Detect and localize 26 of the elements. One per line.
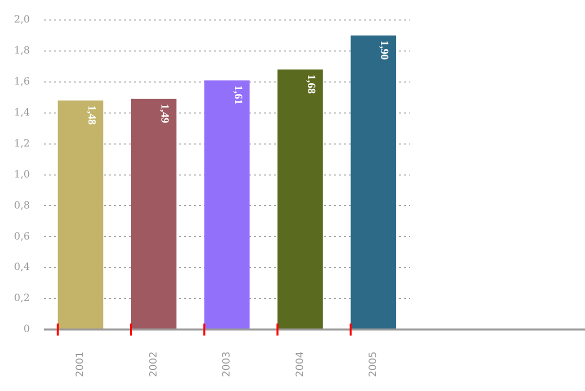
x-tick-label: 2001 xyxy=(75,352,86,378)
y-tick-label: 1,6 xyxy=(14,76,30,88)
data-label: 1,61 xyxy=(232,85,244,105)
y-tick-label: 0,6 xyxy=(14,231,30,242)
bar xyxy=(350,35,396,330)
y-tick-label: 2,0 xyxy=(14,14,30,26)
y-tick-label: 0,8 xyxy=(14,200,30,212)
data-label: 1,90 xyxy=(378,40,390,60)
bar xyxy=(58,100,104,330)
y-tick-label: 1,4 xyxy=(14,107,30,118)
bar xyxy=(131,98,176,330)
bar xyxy=(277,70,323,330)
y-tick-label: 1,8 xyxy=(14,46,30,57)
data-label: 1,48 xyxy=(85,105,98,126)
bar xyxy=(204,80,250,330)
y-tick-label: 0,2 xyxy=(14,293,30,304)
x-tick-label: 2002 xyxy=(148,352,160,378)
x-tick-label: 2004 xyxy=(294,352,306,378)
y-tick-label: 1,2 xyxy=(14,138,30,150)
y-tick-label: 1,0 xyxy=(14,169,30,180)
data-label: 1,68 xyxy=(305,74,318,94)
y-tick-label: 0 xyxy=(24,324,30,336)
y-tick-label: 0,4 xyxy=(14,262,30,274)
data-label: 1,49 xyxy=(158,104,171,124)
x-tick-label: 2003 xyxy=(222,352,233,378)
x-tick-label: 2005 xyxy=(368,352,379,378)
